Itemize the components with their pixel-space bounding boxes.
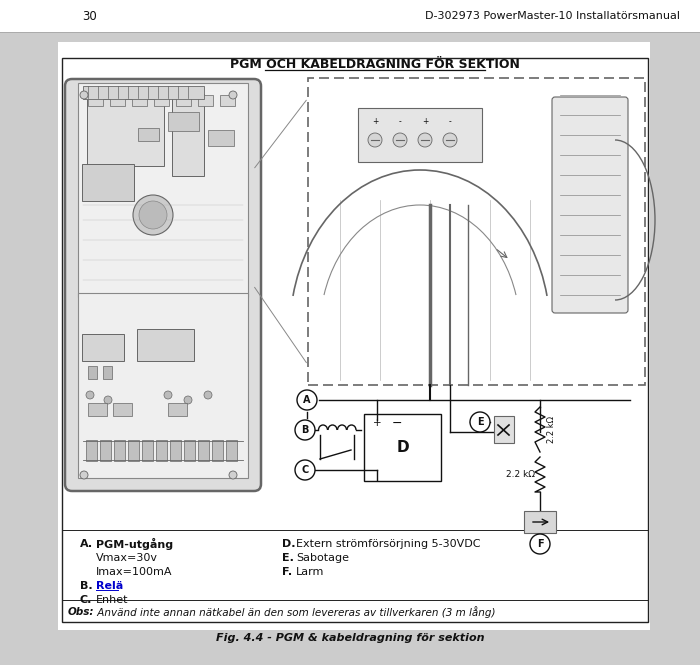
Text: Sabotage: Sabotage: [296, 553, 349, 563]
Text: 2.2 kΩ: 2.2 kΩ: [547, 416, 556, 443]
Circle shape: [297, 390, 317, 410]
FancyBboxPatch shape: [132, 94, 146, 106]
Text: D.: D.: [282, 539, 295, 549]
FancyBboxPatch shape: [88, 402, 106, 416]
Circle shape: [295, 420, 315, 440]
FancyBboxPatch shape: [102, 366, 111, 378]
FancyBboxPatch shape: [109, 94, 125, 106]
FancyBboxPatch shape: [82, 164, 134, 201]
Text: F.: F.: [282, 567, 292, 577]
FancyBboxPatch shape: [211, 440, 223, 460]
Circle shape: [443, 133, 457, 147]
FancyBboxPatch shape: [78, 83, 248, 297]
FancyBboxPatch shape: [172, 94, 204, 176]
Circle shape: [184, 396, 192, 404]
Text: C.: C.: [80, 595, 92, 605]
Text: 2.2 kΩ: 2.2 kΩ: [505, 470, 535, 479]
Circle shape: [229, 471, 237, 479]
FancyBboxPatch shape: [197, 440, 209, 460]
Text: F: F: [537, 539, 543, 549]
Circle shape: [80, 471, 88, 479]
Text: +: +: [422, 118, 428, 126]
Circle shape: [470, 412, 490, 432]
FancyBboxPatch shape: [113, 440, 125, 460]
FancyBboxPatch shape: [87, 99, 164, 166]
FancyBboxPatch shape: [220, 94, 235, 106]
FancyBboxPatch shape: [0, 0, 700, 32]
Text: A.: A.: [80, 539, 93, 549]
FancyBboxPatch shape: [141, 440, 153, 460]
Text: -: -: [449, 118, 452, 126]
Text: 30: 30: [83, 9, 97, 23]
Circle shape: [530, 534, 550, 554]
FancyBboxPatch shape: [524, 511, 556, 533]
Text: Använd inte annan nätkabel än den som levereras av tillverkaren (3 m lång): Använd inte annan nätkabel än den som le…: [94, 606, 496, 618]
FancyBboxPatch shape: [88, 366, 97, 378]
Circle shape: [204, 391, 212, 399]
Text: Fig. 4.4 - PGM & kabeldragning för sektion: Fig. 4.4 - PGM & kabeldragning för sekti…: [216, 633, 484, 643]
Circle shape: [86, 391, 94, 399]
Circle shape: [139, 201, 167, 229]
Circle shape: [368, 133, 382, 147]
FancyBboxPatch shape: [137, 128, 158, 140]
Text: E.: E.: [282, 553, 294, 563]
Text: -: -: [398, 118, 401, 126]
FancyBboxPatch shape: [65, 79, 261, 491]
Text: D-302973 PowerMaster-10 Installatörsmanual: D-302973 PowerMaster-10 Installatörsmanu…: [425, 11, 680, 21]
Text: +: +: [372, 418, 382, 428]
FancyBboxPatch shape: [225, 440, 237, 460]
Text: C: C: [302, 465, 309, 475]
Text: Enhet: Enhet: [96, 595, 129, 605]
Text: Vmax=30v: Vmax=30v: [96, 553, 158, 563]
FancyBboxPatch shape: [364, 414, 441, 481]
Circle shape: [229, 91, 237, 99]
FancyBboxPatch shape: [167, 402, 186, 416]
FancyBboxPatch shape: [176, 94, 190, 106]
Text: E: E: [477, 417, 483, 427]
FancyBboxPatch shape: [83, 86, 204, 98]
FancyBboxPatch shape: [169, 440, 181, 460]
FancyBboxPatch shape: [113, 402, 132, 416]
FancyBboxPatch shape: [494, 416, 514, 443]
FancyBboxPatch shape: [552, 97, 628, 313]
Circle shape: [80, 91, 88, 99]
Text: Relä: Relä: [96, 581, 123, 591]
Text: B: B: [301, 425, 309, 435]
Text: PGM OCH KABELDRAGNING FÖR SEKTION: PGM OCH KABELDRAGNING FÖR SEKTION: [230, 57, 520, 70]
Circle shape: [133, 195, 173, 235]
FancyBboxPatch shape: [155, 440, 167, 460]
Text: D: D: [396, 440, 409, 455]
Circle shape: [104, 396, 112, 404]
FancyBboxPatch shape: [308, 78, 645, 385]
FancyBboxPatch shape: [78, 293, 248, 478]
FancyBboxPatch shape: [358, 108, 482, 162]
FancyBboxPatch shape: [127, 440, 139, 460]
Text: Larm: Larm: [296, 567, 324, 577]
Text: Imax=100mA: Imax=100mA: [96, 567, 172, 577]
Text: Obs:: Obs:: [68, 607, 95, 617]
Circle shape: [418, 133, 432, 147]
FancyBboxPatch shape: [153, 94, 169, 106]
Text: B.: B.: [80, 581, 92, 591]
FancyBboxPatch shape: [197, 94, 213, 106]
FancyBboxPatch shape: [88, 94, 102, 106]
Text: Extern strömförsörjning 5-30VDC: Extern strömförsörjning 5-30VDC: [296, 539, 480, 549]
Text: A: A: [303, 395, 311, 405]
FancyBboxPatch shape: [82, 334, 124, 361]
FancyBboxPatch shape: [99, 440, 111, 460]
FancyBboxPatch shape: [85, 440, 97, 460]
Circle shape: [164, 391, 172, 399]
Circle shape: [393, 133, 407, 147]
FancyBboxPatch shape: [137, 329, 194, 361]
Text: PGM-utgång: PGM-utgång: [96, 538, 173, 550]
Text: −: −: [392, 416, 402, 430]
FancyBboxPatch shape: [183, 440, 195, 460]
FancyBboxPatch shape: [207, 130, 234, 146]
FancyBboxPatch shape: [62, 58, 648, 622]
FancyBboxPatch shape: [167, 112, 199, 130]
Text: +: +: [372, 118, 378, 126]
FancyBboxPatch shape: [58, 42, 650, 630]
Circle shape: [295, 460, 315, 480]
